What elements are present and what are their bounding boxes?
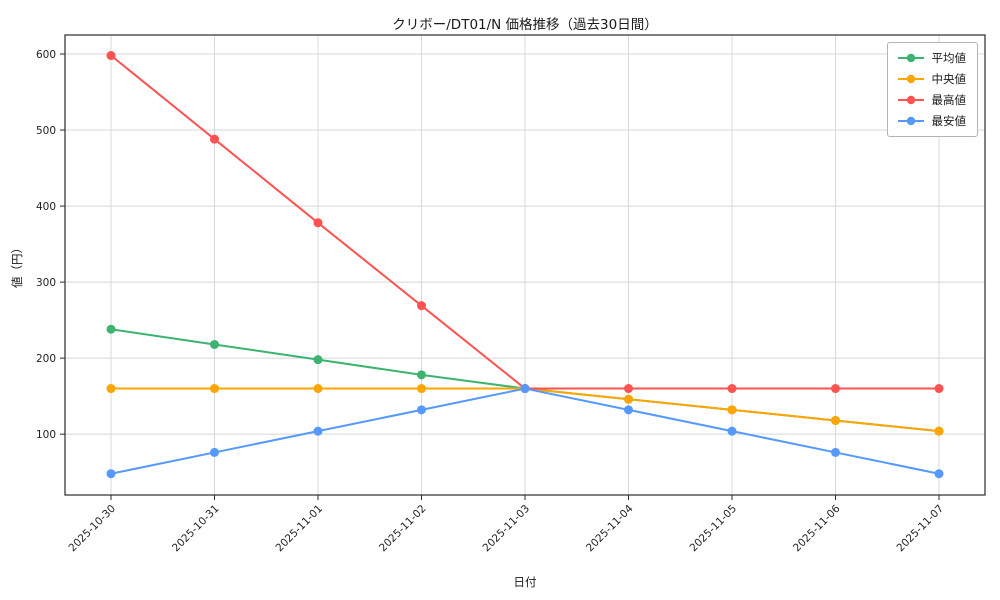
data-point bbox=[624, 394, 633, 404]
data-point bbox=[624, 384, 633, 394]
legend: 平均値中央値最高値最安値 bbox=[886, 42, 978, 137]
x-tick-label: 2025-10-30 bbox=[66, 503, 118, 555]
legend-item: 中央値 bbox=[897, 71, 967, 87]
data-point bbox=[831, 447, 840, 457]
data-point bbox=[417, 405, 426, 415]
data-point bbox=[210, 339, 219, 349]
x-tick-label: 2025-11-07 bbox=[894, 503, 946, 555]
x-tick-label: 2025-11-03 bbox=[480, 503, 532, 555]
legend-marker-icon bbox=[897, 116, 924, 126]
x-tick-label: 2025-11-05 bbox=[687, 503, 739, 555]
legend-item: 最高値 bbox=[897, 92, 967, 108]
legend-marker-icon bbox=[897, 53, 924, 63]
data-point bbox=[934, 469, 944, 479]
data-point bbox=[417, 370, 426, 380]
x-tick-label: 2025-11-01 bbox=[273, 503, 325, 555]
data-point bbox=[313, 218, 323, 228]
x-tick-label: 2025-11-06 bbox=[791, 502, 843, 554]
data-point bbox=[106, 324, 116, 334]
data-point bbox=[624, 405, 633, 415]
data-point bbox=[727, 426, 737, 436]
data-point bbox=[210, 384, 219, 394]
data-point bbox=[313, 355, 323, 365]
y-tick-label: 100 bbox=[36, 429, 56, 441]
legend-marker-icon bbox=[897, 95, 924, 105]
data-point bbox=[520, 384, 530, 394]
data-point bbox=[106, 51, 116, 61]
x-tick-label: 2025-10-31 bbox=[170, 503, 222, 555]
data-point bbox=[210, 134, 219, 144]
data-point bbox=[934, 384, 944, 394]
legend-label: 最安値 bbox=[931, 114, 967, 128]
y-tick-label: 200 bbox=[36, 353, 56, 365]
legend-label: 平均値 bbox=[931, 51, 967, 65]
data-point bbox=[210, 447, 219, 457]
y-tick-label: 300 bbox=[36, 277, 56, 289]
data-point bbox=[727, 405, 737, 415]
y-axis-label: 値（円） bbox=[10, 242, 24, 288]
legend-label: 中央値 bbox=[931, 72, 967, 86]
data-point bbox=[831, 384, 840, 394]
legend-item: 最安値 bbox=[897, 113, 967, 129]
x-tick-label: 2025-11-04 bbox=[584, 502, 636, 554]
data-point bbox=[727, 384, 737, 394]
data-point bbox=[831, 415, 840, 425]
y-tick-label: 400 bbox=[36, 201, 56, 213]
chart-title: クリボー/DT01/N 価格推移（過去30日間） bbox=[392, 17, 658, 33]
data-point bbox=[417, 301, 426, 311]
data-point bbox=[417, 384, 426, 394]
y-tick-label: 600 bbox=[36, 49, 56, 61]
legend-label: 最高値 bbox=[931, 93, 967, 107]
x-tick-label: 2025-11-02 bbox=[377, 503, 429, 555]
y-tick-label: 500 bbox=[36, 125, 56, 137]
data-point bbox=[934, 426, 944, 436]
legend-item: 平均値 bbox=[897, 50, 967, 66]
data-point bbox=[106, 469, 116, 479]
legend-marker-icon bbox=[897, 74, 924, 84]
x-axis-label: 日付 bbox=[513, 575, 537, 589]
data-point bbox=[313, 426, 323, 436]
data-point bbox=[106, 384, 116, 394]
data-point bbox=[313, 384, 323, 394]
